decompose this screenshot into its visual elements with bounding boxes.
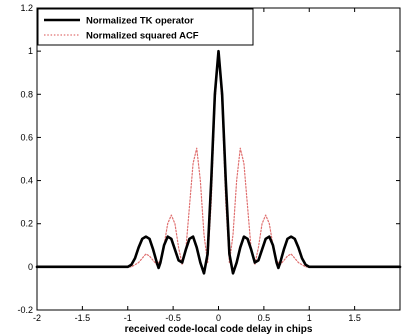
legend-entry-label: Normalized squared ACF <box>86 31 199 42</box>
x-axis-label: received code-local code delay in chips <box>125 324 313 335</box>
y-tick-label: -0.2 <box>17 305 33 315</box>
y-tick-label: 1 <box>28 46 33 56</box>
y-tick-label: 0 <box>28 262 33 272</box>
x-tick-label: -2 <box>33 313 41 323</box>
y-tick-label: 1.2 <box>20 3 33 13</box>
x-tick-label: 0 <box>216 313 221 323</box>
x-tick-label: -0.5 <box>165 313 181 323</box>
y-tick-label: 0.8 <box>20 89 33 99</box>
x-tick-label: 1 <box>307 313 312 323</box>
y-tick-label: 0.4 <box>20 176 33 186</box>
legend-box <box>37 8 254 46</box>
y-axis-ticks: -0.2 0 0.2 0.4 0.6 0.8 1 1.2 <box>17 3 400 315</box>
x-tick-label: -1 <box>124 313 132 323</box>
x-tick-label: -1.5 <box>75 313 91 323</box>
legend-entry-label: Normalized TK operator <box>86 16 194 27</box>
legend: Normalized TK operator Normalized squared… <box>37 8 254 46</box>
y-tick-label: 0.6 <box>20 132 33 142</box>
y-tick-label: 0.2 <box>20 219 33 229</box>
x-tick-label: 1.5 <box>348 313 361 323</box>
x-tick-label: 0.5 <box>258 313 271 323</box>
series-line-tk-operator <box>35 49 402 275</box>
plot-frame <box>36 7 401 311</box>
series-layer <box>35 49 402 275</box>
